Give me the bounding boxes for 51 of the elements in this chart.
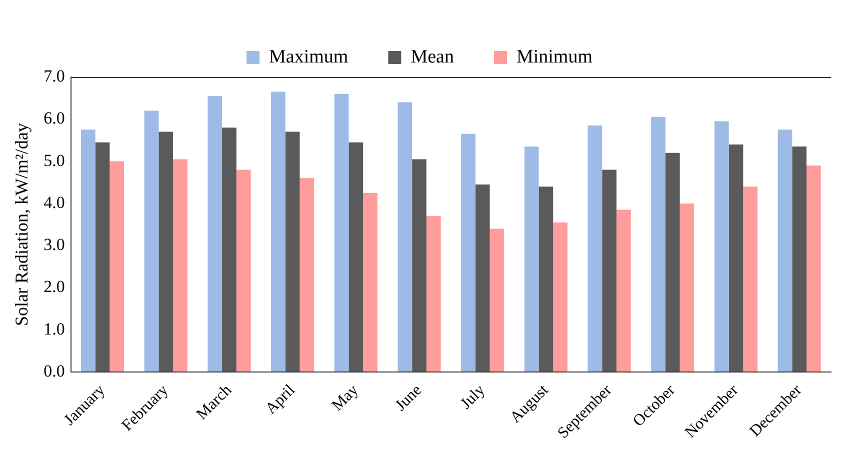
y-tick-label: 4.0 (44, 192, 65, 212)
bar (95, 142, 110, 372)
y-tick-label: 1.0 (44, 319, 65, 338)
bar (792, 146, 807, 372)
bar (665, 152, 680, 372)
bar (588, 125, 602, 372)
bar (651, 117, 666, 372)
y-tick-label: 0.0 (44, 362, 65, 381)
bar (236, 170, 251, 372)
bar (300, 178, 314, 372)
bar (110, 161, 124, 372)
legend-label: Maximum (269, 46, 348, 68)
bar (348, 142, 364, 372)
bar (806, 166, 821, 372)
bar (222, 128, 236, 372)
bar (144, 110, 159, 372)
bar (285, 132, 300, 372)
x-tick-label: July (458, 382, 488, 412)
bar (680, 203, 694, 372)
y-tick-label: 2.0 (44, 277, 65, 296)
bar (728, 144, 744, 372)
legend-label: Minimum (516, 46, 593, 68)
bar (80, 130, 96, 372)
bar (778, 130, 792, 372)
bar (173, 159, 188, 372)
bar (461, 134, 476, 372)
bar (743, 186, 758, 372)
bar (334, 94, 349, 372)
bar (363, 192, 378, 372)
bar (714, 121, 729, 372)
bar (158, 132, 174, 372)
bar (426, 216, 441, 372)
bar (208, 96, 222, 372)
bar (553, 222, 568, 372)
y-axis-title: Solar Radiation, kW/m²/day (12, 123, 32, 326)
x-tick-label: June (392, 382, 426, 414)
bar (271, 92, 286, 372)
y-tick-label: 5.0 (44, 150, 65, 170)
bar (475, 184, 490, 372)
bar (538, 186, 554, 372)
bar (602, 170, 616, 372)
legend-label: Mean (410, 46, 454, 68)
x-tick-label: May (328, 382, 362, 414)
y-tick-label: 6.0 (44, 108, 65, 128)
bar (490, 228, 504, 372)
bar (524, 146, 539, 372)
bar (616, 210, 631, 372)
y-tick-label: 3.0 (44, 235, 65, 254)
y-tick-label: 7.0 (44, 66, 65, 86)
bar (398, 102, 412, 372)
bar (412, 159, 426, 372)
